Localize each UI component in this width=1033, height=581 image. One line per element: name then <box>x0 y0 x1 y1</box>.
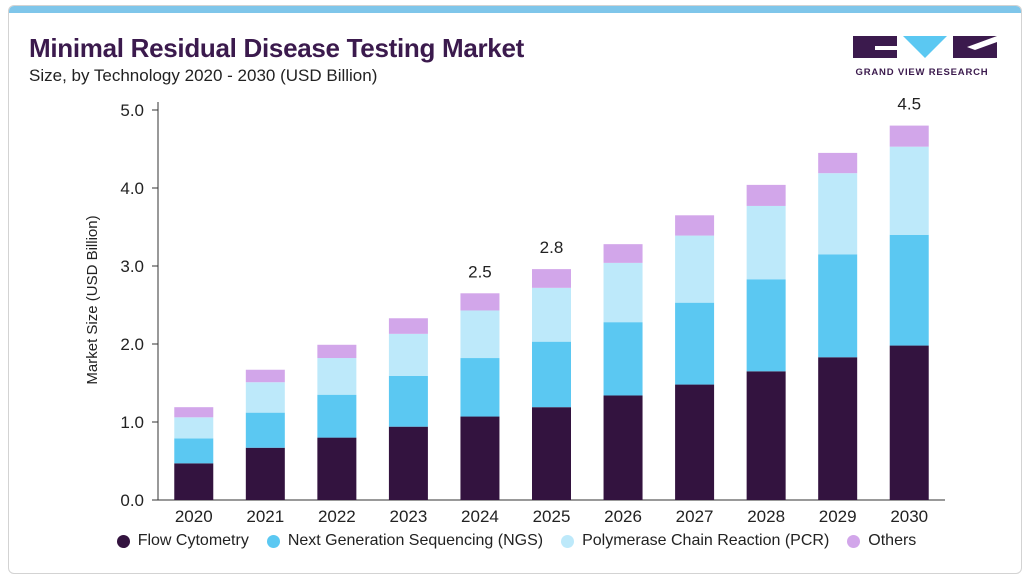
x-tick-label: 2026 <box>604 507 642 526</box>
bar-segment-flow-cytometry <box>460 416 500 500</box>
bar-segment-next-generation-sequencing-ngs <box>889 234 929 346</box>
bar-segment-polymerase-chain-reaction-pcr <box>675 235 715 303</box>
bar-segment-others <box>532 269 571 288</box>
bar-segment-next-generation-sequencing-ngs <box>174 438 214 464</box>
bar-segment-flow-cytometry <box>317 437 357 500</box>
legend-swatch-icon <box>266 534 280 548</box>
bar-segment-flow-cytometry <box>174 463 214 500</box>
chart-legend: Flow Cytometry Next Generation Sequencing… <box>0 528 1033 554</box>
x-tick-label: 2025 <box>533 507 571 526</box>
bar-segment-flow-cytometry <box>388 426 428 500</box>
legend-item: Polymerase Chain Reaction (PCR) <box>561 532 829 550</box>
bar-segment-flow-cytometry <box>675 384 715 500</box>
bar-segment-polymerase-chain-reaction-pcr <box>532 287 571 342</box>
x-tick-label: 2029 <box>819 507 857 526</box>
bar-segment-others <box>388 318 428 334</box>
bar-segment-others <box>746 184 786 206</box>
logo-text: GRAND VIEW RESEARCH <box>855 67 989 78</box>
x-tick-label: 2024 <box>461 507 499 526</box>
chart-title: Minimal Residual Disease Testing Market <box>29 33 524 63</box>
y-tick-label: 5.0 <box>120 101 144 120</box>
legend-swatch-icon <box>116 534 130 548</box>
x-tick-label: 2028 <box>747 507 785 526</box>
top-accent-bar <box>9 6 1021 13</box>
y-tick-label: 0.0 <box>120 491 144 510</box>
bar-segment-others <box>317 344 357 359</box>
data-label: 2.5 <box>468 262 492 281</box>
bar-segment-polymerase-chain-reaction-pcr <box>317 358 357 395</box>
bar-segment-next-generation-sequencing-ngs <box>532 341 571 408</box>
bar-segment-polymerase-chain-reaction-pcr <box>603 262 643 323</box>
bar-segment-others <box>603 244 643 263</box>
grand-view-research-logo: GRAND VIEW RESEARCH <box>847 34 997 82</box>
bar-segment-next-generation-sequencing-ngs <box>245 412 285 448</box>
bar-segment-polymerase-chain-reaction-pcr <box>818 173 858 255</box>
legend-label: Polymerase Chain Reaction (PCR) <box>582 532 830 549</box>
bar-segment-next-generation-sequencing-ngs <box>818 254 858 358</box>
legend-swatch-icon <box>847 534 861 548</box>
bar-segment-others <box>818 152 858 174</box>
bar-segment-flow-cytometry <box>889 345 929 500</box>
legend-item: Flow Cytometry <box>116 532 249 550</box>
bar-segment-polymerase-chain-reaction-pcr <box>889 146 929 235</box>
y-tick-label: 1.0 <box>120 413 144 432</box>
legend-label: Flow Cytometry <box>137 532 249 549</box>
legend-label: Others <box>868 532 917 549</box>
x-tick-label: 2027 <box>676 507 714 526</box>
bar-segment-polymerase-chain-reaction-pcr <box>746 205 786 280</box>
bar-segment-polymerase-chain-reaction-pcr <box>388 333 428 376</box>
bar-segment-next-generation-sequencing-ngs <box>317 394 357 438</box>
y-tick-label: 3.0 <box>120 257 144 276</box>
legend-label: Next Generation Sequencing (NGS) <box>287 532 544 549</box>
bar-segment-flow-cytometry <box>818 357 858 500</box>
bar-segment-others <box>675 215 715 236</box>
x-tick-label: 2030 <box>890 507 928 526</box>
bar-segment-others <box>460 293 500 311</box>
bar-segment-next-generation-sequencing-ngs <box>388 375 428 427</box>
data-label: 2.8 <box>540 238 564 257</box>
x-tick-label: 2022 <box>318 507 356 526</box>
data-label: 4.5 <box>897 95 921 114</box>
bar-segment-polymerase-chain-reaction-pcr <box>174 417 214 439</box>
bar-segment-others <box>174 407 214 418</box>
y-axis-label: Market Size (USD Billion) <box>84 215 101 384</box>
bar-segment-others <box>245 369 285 383</box>
bar-segment-polymerase-chain-reaction-pcr <box>460 310 500 359</box>
bar-segment-flow-cytometry <box>532 407 571 500</box>
x-tick-label: 2021 <box>246 507 284 526</box>
bar-segment-polymerase-chain-reaction-pcr <box>245 382 285 413</box>
bar-segment-others <box>889 125 929 147</box>
chart-subtitle: Size, by Technology 2020 - 2030 (USD Bil… <box>29 66 378 85</box>
y-tick-label: 4.0 <box>120 179 144 198</box>
bar-segment-next-generation-sequencing-ngs <box>460 358 500 417</box>
legend-swatch-icon <box>561 534 575 548</box>
bar-segment-flow-cytometry <box>245 447 285 500</box>
legend-item: Others <box>847 532 916 550</box>
bar-segment-flow-cytometry <box>746 371 786 500</box>
bar-segment-flow-cytometry <box>603 395 643 500</box>
bar-segment-next-generation-sequencing-ngs <box>603 322 643 396</box>
x-tick-label: 2023 <box>389 507 427 526</box>
legend-item: Next Generation Sequencing (NGS) <box>266 532 544 550</box>
bar-segment-next-generation-sequencing-ngs <box>746 279 786 372</box>
y-tick-label: 2.0 <box>120 335 144 354</box>
gvr-logo-mark-icon <box>853 36 997 58</box>
bar-segment-next-generation-sequencing-ngs <box>675 302 715 385</box>
x-tick-label: 2020 <box>175 507 213 526</box>
